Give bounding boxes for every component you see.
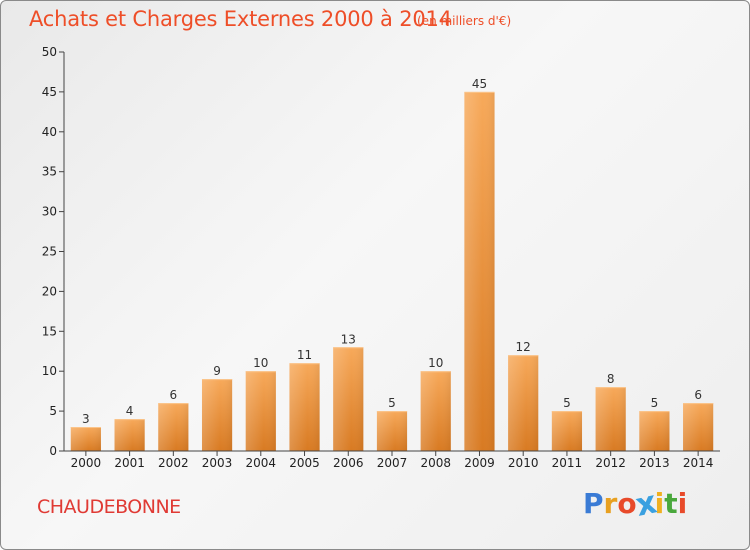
bar-shine-2003 [201, 379, 233, 451]
value-label-2009: 45 [472, 77, 487, 91]
x-tick-label-2001: 2001 [114, 456, 145, 470]
logo-letter: o [617, 487, 637, 520]
value-label-2000: 3 [82, 412, 90, 426]
x-tick-label-2006: 2006 [333, 456, 364, 470]
y-tick-label: 20 [42, 284, 57, 298]
logo-letter: t [664, 487, 678, 520]
value-label-2003: 9 [213, 364, 221, 378]
value-label-2014: 6 [694, 388, 702, 402]
chart-unit: (en milliers d'€) [417, 14, 512, 28]
value-label-2002: 6 [170, 388, 178, 402]
x-axis: 2000 2001 2002 2003 2004 2005 2006 2007 2008 2009… [64, 450, 720, 470]
y-tick-label: 35 [42, 165, 57, 179]
x-tick-label-2012: 2012 [595, 456, 626, 470]
proxiti-logo: Proxiti [583, 483, 688, 523]
bar-shine-2002 [158, 403, 189, 451]
value-label-2007: 5 [388, 396, 396, 410]
bar-shine-2007 [376, 411, 408, 451]
value-label-2001: 4 [126, 404, 134, 418]
y-axis: 0 5 10 15 20 25 30 35 40 45 50 [42, 45, 65, 458]
x-tick-label-2000: 2000 [71, 456, 102, 470]
logo-letter: i [654, 487, 665, 520]
y-tick-label: 25 [42, 245, 57, 259]
value-label-2012: 8 [607, 372, 615, 386]
bar-shine-2004 [245, 371, 276, 451]
value-label-2011: 5 [563, 396, 571, 410]
place-name: CHAUDEBONNE [37, 496, 181, 518]
x-tick-label-2004: 2004 [246, 456, 277, 470]
bar-shine-2005 [289, 363, 320, 451]
bar-shine-2014 [683, 403, 714, 451]
bar-shine-2009 [464, 91, 495, 452]
bar-shine-2006 [333, 347, 364, 451]
value-label-2008: 10 [428, 356, 443, 370]
x-tick-label-2008: 2008 [420, 456, 451, 470]
y-tick-label: 50 [42, 45, 57, 59]
logo-letter: i [677, 487, 688, 520]
x-tick-label-2005: 2005 [289, 456, 320, 470]
x-tick-label-2011: 2011 [552, 456, 583, 470]
value-label-2006: 13 [341, 332, 356, 346]
y-tick-label: 45 [42, 85, 57, 99]
x-tick-label-2009: 2009 [464, 456, 495, 470]
logo-letter: r [603, 487, 618, 520]
bar-shine-2012 [595, 387, 626, 451]
bar-shine-2000 [70, 427, 101, 451]
value-label-2004: 10 [253, 356, 268, 370]
y-tick-label: 10 [42, 364, 57, 378]
y-tick-label: 30 [42, 205, 57, 219]
y-tick-label: 40 [42, 125, 57, 139]
x-tick-label-2002: 2002 [158, 456, 189, 470]
x-tick-label-2007: 2007 [377, 456, 408, 470]
y-tick-label: 0 [49, 444, 57, 458]
bar-shine-2011 [551, 411, 583, 451]
x-tick-label-2014: 2014 [683, 456, 714, 470]
value-label-2010: 12 [516, 340, 531, 354]
chart-title: Achats et Charges Externes 2000 à 2014 [29, 7, 452, 31]
bar-shine-2001 [114, 419, 145, 451]
value-label-2013: 5 [651, 396, 659, 410]
bars: 3 4 6 9 10 11 13 5 10 45 12 5 8 5 6 [70, 77, 714, 452]
x-tick-label-2013: 2013 [639, 456, 670, 470]
y-tick-label: 15 [42, 324, 57, 338]
y-tick-label: 5 [49, 404, 57, 418]
bar-shine-2010 [508, 355, 539, 451]
x-tick-label-2010: 2010 [508, 456, 539, 470]
x-tick-label-2003: 2003 [202, 456, 233, 470]
bar-shine-2008 [420, 371, 451, 451]
value-label-2005: 11 [297, 348, 312, 362]
bar-shine-2013 [639, 411, 670, 451]
logo-letter: P [583, 487, 604, 520]
